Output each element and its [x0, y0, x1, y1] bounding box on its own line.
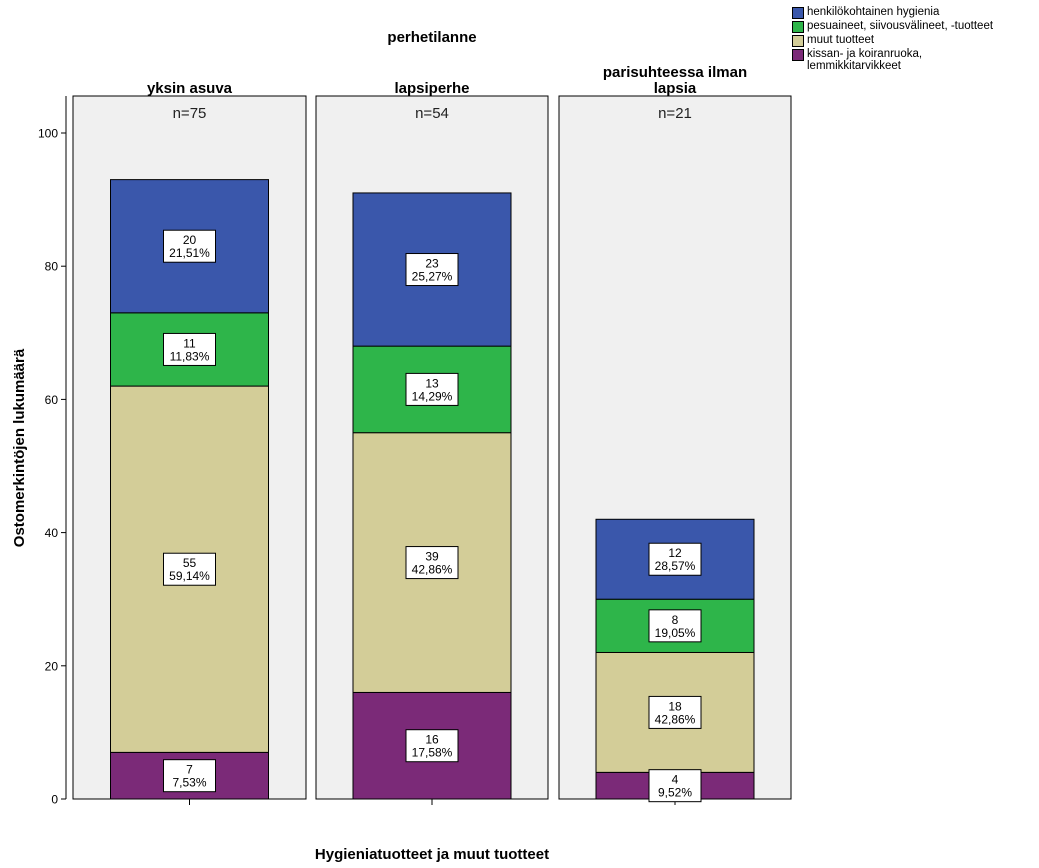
data-label-value: 4	[672, 773, 679, 787]
legend-item: kissan- ja koiranruoka, lemmikkitarvikke…	[792, 48, 1037, 72]
legend-label: henkilökohtainen hygienia	[807, 6, 940, 18]
data-label-box	[648, 695, 702, 729]
data-label-box	[405, 729, 459, 763]
chart-title: perhetilanne	[387, 29, 476, 46]
legend-swatch	[792, 7, 804, 19]
panel-n-label: n=75	[173, 105, 207, 122]
data-label-percent: 17,58%	[412, 746, 453, 760]
data-label-percent: 25,27%	[412, 270, 453, 284]
data-label-box	[648, 609, 702, 643]
data-label-percent: 14,29%	[412, 389, 453, 403]
data-label-value: 16	[425, 733, 439, 747]
data-label-box	[163, 759, 216, 793]
y-tick-label: 80	[45, 260, 59, 274]
panel-title: lapsiperhe	[394, 80, 469, 97]
data-label-percent: 59,14%	[169, 569, 210, 583]
data-label-percent: 9,52%	[658, 786, 692, 800]
data-label-box	[163, 332, 216, 366]
data-label-percent: 28,57%	[655, 559, 696, 573]
panel-n-label: n=54	[415, 105, 449, 122]
data-label-value: 20	[183, 233, 197, 247]
data-label-value: 12	[668, 546, 682, 560]
legend-item: muut tuotteet	[792, 34, 1037, 47]
legend-item: pesuaineet, siivousvälineet, -tuotteet	[792, 20, 1037, 33]
data-label-box	[648, 769, 702, 803]
data-label-percent: 19,05%	[655, 626, 696, 640]
y-axis-label: Ostomerkintöjen lukumäärä	[11, 348, 28, 547]
y-tick-label: 40	[45, 526, 59, 540]
data-label-value: 8	[672, 613, 679, 627]
y-tick-label: 0	[51, 793, 58, 807]
data-label-percent: 21,51%	[169, 246, 210, 260]
x-axis-label: Hygieniatuotteet ja muut tuotteet	[315, 846, 549, 863]
data-label-box	[405, 546, 459, 580]
legend-label: muut tuotteet	[807, 34, 875, 46]
legend-label: kissan- ja koiranruoka, lemmikkitarvikke…	[807, 48, 923, 72]
chart-legend: henkilökohtainen hygienia pesuaineet, sii…	[792, 6, 1037, 73]
legend-item: henkilökohtainen hygienia	[792, 6, 1037, 19]
data-label-value: 55	[183, 556, 197, 570]
data-label-box	[163, 229, 216, 263]
data-label-value: 7	[186, 763, 193, 777]
data-label-percent: 11,83%	[170, 349, 210, 363]
data-label-percent: 42,86%	[412, 563, 453, 577]
legend-swatch	[792, 49, 804, 61]
y-tick-label: 20	[45, 659, 59, 673]
data-label-percent: 42,86%	[655, 712, 696, 726]
legend-swatch	[792, 35, 804, 47]
data-label-box	[405, 372, 459, 406]
panel-title: parisuhteessa ilman lapsia	[603, 64, 747, 97]
y-tick-label: 60	[45, 393, 59, 407]
data-label-value: 39	[425, 550, 439, 564]
data-label-percent: 7,53%	[172, 776, 206, 790]
data-label-box	[648, 542, 702, 576]
data-label-value: 11	[183, 336, 196, 350]
legend-swatch	[792, 21, 804, 33]
data-label-value: 13	[425, 376, 439, 390]
y-tick-label: 100	[38, 127, 58, 141]
data-label-value: 18	[668, 699, 682, 713]
legend-label: pesuaineet, siivousvälineet, -tuotteet	[807, 20, 994, 32]
data-label-box	[163, 552, 216, 586]
data-label-box	[405, 253, 459, 287]
panel-n-label: n=21	[658, 105, 692, 122]
data-label-value: 23	[425, 257, 439, 271]
panel-title: yksin asuva	[147, 80, 233, 97]
